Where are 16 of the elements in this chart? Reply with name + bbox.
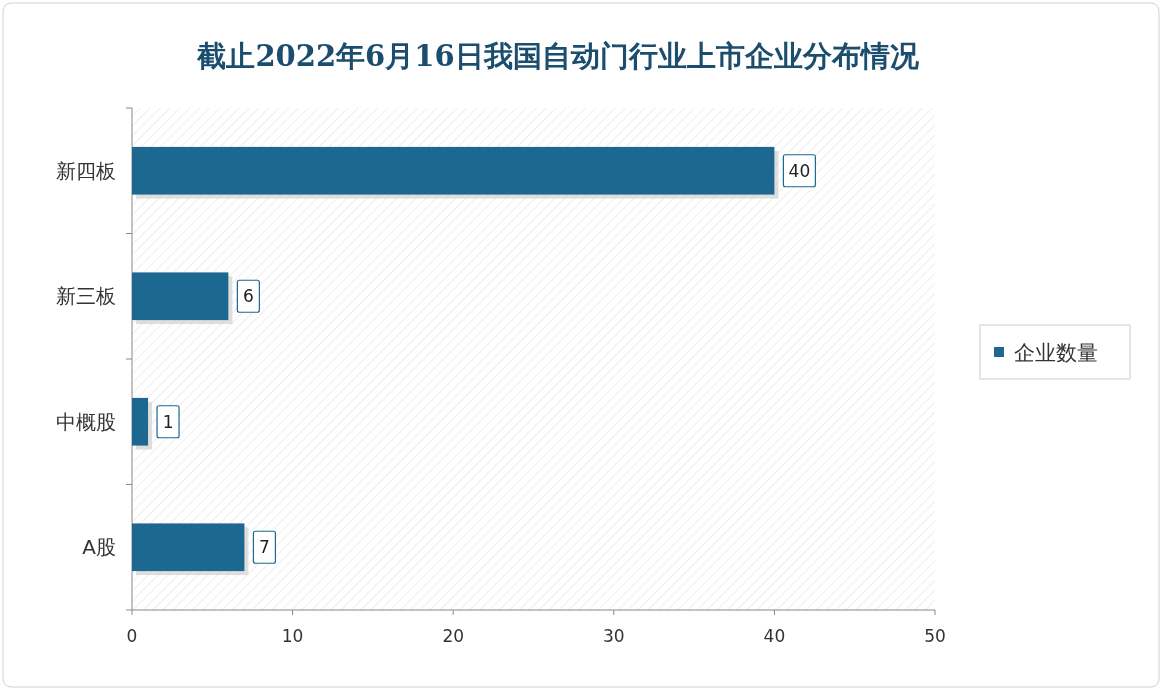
x-tick-label: 30 bbox=[602, 626, 625, 646]
chart-title: 截止2022年6月16日我国自动门行业上市企业分布情况 bbox=[196, 39, 920, 73]
x-tick-label: 10 bbox=[281, 626, 304, 646]
x-tick-label: 50 bbox=[924, 626, 946, 646]
data-label: 7 bbox=[259, 537, 270, 558]
y-tick-label: 中概股 bbox=[56, 409, 116, 434]
x-tick-label: 20 bbox=[442, 626, 465, 646]
data-label: 1 bbox=[162, 411, 174, 432]
data-label: 6 bbox=[242, 286, 254, 307]
x-tick-label: 0 bbox=[126, 626, 138, 646]
legend-label: 企业数量 bbox=[1014, 341, 1098, 365]
y-tick-label: 新四板 bbox=[56, 158, 116, 183]
y-tick-label: 新三板 bbox=[56, 284, 116, 309]
x-tick-label: 40 bbox=[763, 626, 786, 646]
data-label: 40 bbox=[788, 160, 811, 181]
y-tick-label: A股 bbox=[82, 535, 116, 560]
